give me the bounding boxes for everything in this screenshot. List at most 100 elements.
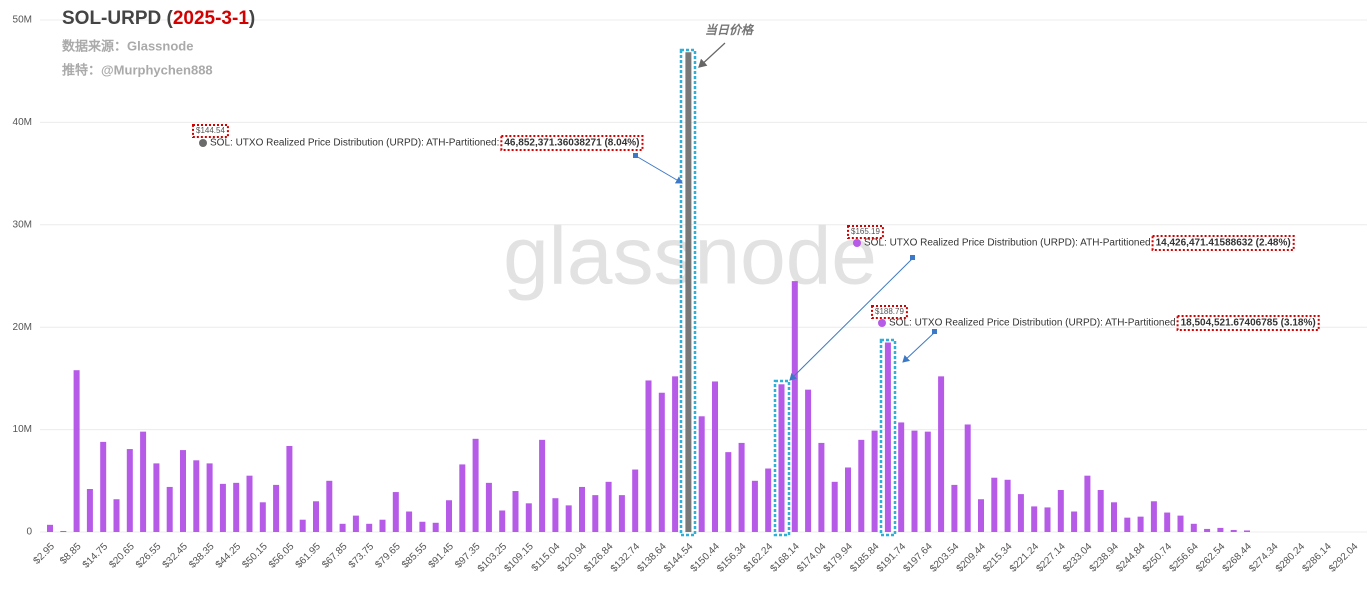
price-box xyxy=(192,124,229,138)
title-date: 2025-3-1 xyxy=(173,8,249,29)
bar xyxy=(512,491,519,532)
bar xyxy=(845,467,851,532)
bar xyxy=(778,384,785,532)
x-tick-label: $14.75 xyxy=(81,541,111,571)
bar xyxy=(313,501,319,532)
tooltip-series: SOL: UTXO Realized Price Distribution (U… xyxy=(889,318,1176,329)
bar xyxy=(446,500,452,532)
x-tick-label: $38.35 xyxy=(187,541,217,571)
bar xyxy=(1124,517,1131,532)
bar xyxy=(1164,512,1171,532)
bar xyxy=(352,515,359,532)
bar xyxy=(219,483,226,532)
bar xyxy=(725,452,732,532)
bar xyxy=(326,480,333,532)
x-tick-label: $61.95 xyxy=(294,541,324,571)
bar xyxy=(805,389,812,532)
y-tick-label: 0 xyxy=(26,527,32,538)
value-box xyxy=(500,135,644,151)
highlight-boxes xyxy=(679,48,897,537)
bar xyxy=(1004,479,1011,532)
x-tick-label: $44.25 xyxy=(214,541,244,571)
bar xyxy=(539,439,546,532)
bar xyxy=(419,521,426,532)
bar xyxy=(1031,506,1038,532)
bar xyxy=(193,460,200,532)
x-tick-label: $2.95 xyxy=(32,541,58,567)
bar xyxy=(100,441,107,532)
x-tick-label: $32.45 xyxy=(161,541,191,571)
bar xyxy=(1097,490,1104,532)
bar xyxy=(938,376,945,532)
bar xyxy=(951,484,958,532)
bar xyxy=(299,519,306,532)
bar xyxy=(1217,527,1224,532)
bar xyxy=(1071,511,1078,532)
bar xyxy=(991,477,998,532)
y-tick-label: 10M xyxy=(13,424,32,435)
arrow xyxy=(698,42,726,68)
tooltip-value: 14,426,471.41588632 (2.48%) xyxy=(1156,238,1291,249)
bar xyxy=(166,486,173,532)
price-box xyxy=(847,225,884,239)
bar xyxy=(924,431,931,532)
bar xyxy=(898,422,905,532)
x-tick-label: $91.45 xyxy=(427,541,457,571)
tooltip-price: $188.79 xyxy=(875,307,904,316)
bar xyxy=(1084,475,1091,532)
bar xyxy=(406,511,413,532)
bar xyxy=(392,492,399,532)
bar xyxy=(605,481,612,532)
bar xyxy=(911,430,918,532)
bar xyxy=(286,445,293,532)
bar xyxy=(1177,515,1184,532)
bar xyxy=(86,488,93,532)
annotation: 当日价格 xyxy=(705,23,755,37)
bar xyxy=(206,463,213,532)
x-tick-label: $73.75 xyxy=(347,541,377,571)
x-tick-label: $26.55 xyxy=(134,541,164,571)
x-tick-label: $20.65 xyxy=(107,541,137,571)
bar xyxy=(1150,501,1157,532)
tooltip-value: 46,852,371.36038271 (8.04%) xyxy=(504,138,639,149)
bar xyxy=(712,381,718,532)
bar xyxy=(565,505,572,532)
chart-title: SOL-URPD (2025-3-1) xyxy=(62,8,255,29)
x-tick-label: $79.65 xyxy=(373,541,403,571)
tooltip-dot xyxy=(878,319,886,327)
y-tick-label: 20M xyxy=(13,322,32,333)
bar xyxy=(818,442,825,532)
tooltip-series: SOL: UTXO Realized Price Distribution (U… xyxy=(864,238,1151,249)
bar xyxy=(672,376,679,532)
bar xyxy=(858,439,865,532)
bar xyxy=(552,498,559,532)
bar xyxy=(658,392,665,532)
tooltip-dot xyxy=(199,139,207,147)
x-tick-label: $109.15 xyxy=(502,541,536,575)
bar xyxy=(233,482,240,532)
tooltip-price: $165.19 xyxy=(851,227,880,236)
bar xyxy=(632,469,639,532)
bar xyxy=(60,530,67,532)
bar xyxy=(246,475,253,532)
bar xyxy=(765,468,772,532)
y-tick-label: 40M xyxy=(13,117,32,128)
bar xyxy=(592,495,599,532)
bar xyxy=(831,481,838,532)
bar xyxy=(685,52,692,532)
bar xyxy=(499,510,506,532)
bar xyxy=(140,431,147,532)
bar xyxy=(751,480,758,532)
bar xyxy=(871,430,878,532)
bar xyxy=(366,523,373,532)
title-part: ) xyxy=(249,8,255,29)
bar xyxy=(180,450,186,532)
bar xyxy=(698,416,705,532)
bar xyxy=(73,370,80,532)
tooltip-price: $144.54 xyxy=(196,126,225,135)
bar xyxy=(273,484,280,532)
bar xyxy=(1137,516,1144,532)
bar xyxy=(738,442,745,532)
bar xyxy=(1190,523,1197,532)
